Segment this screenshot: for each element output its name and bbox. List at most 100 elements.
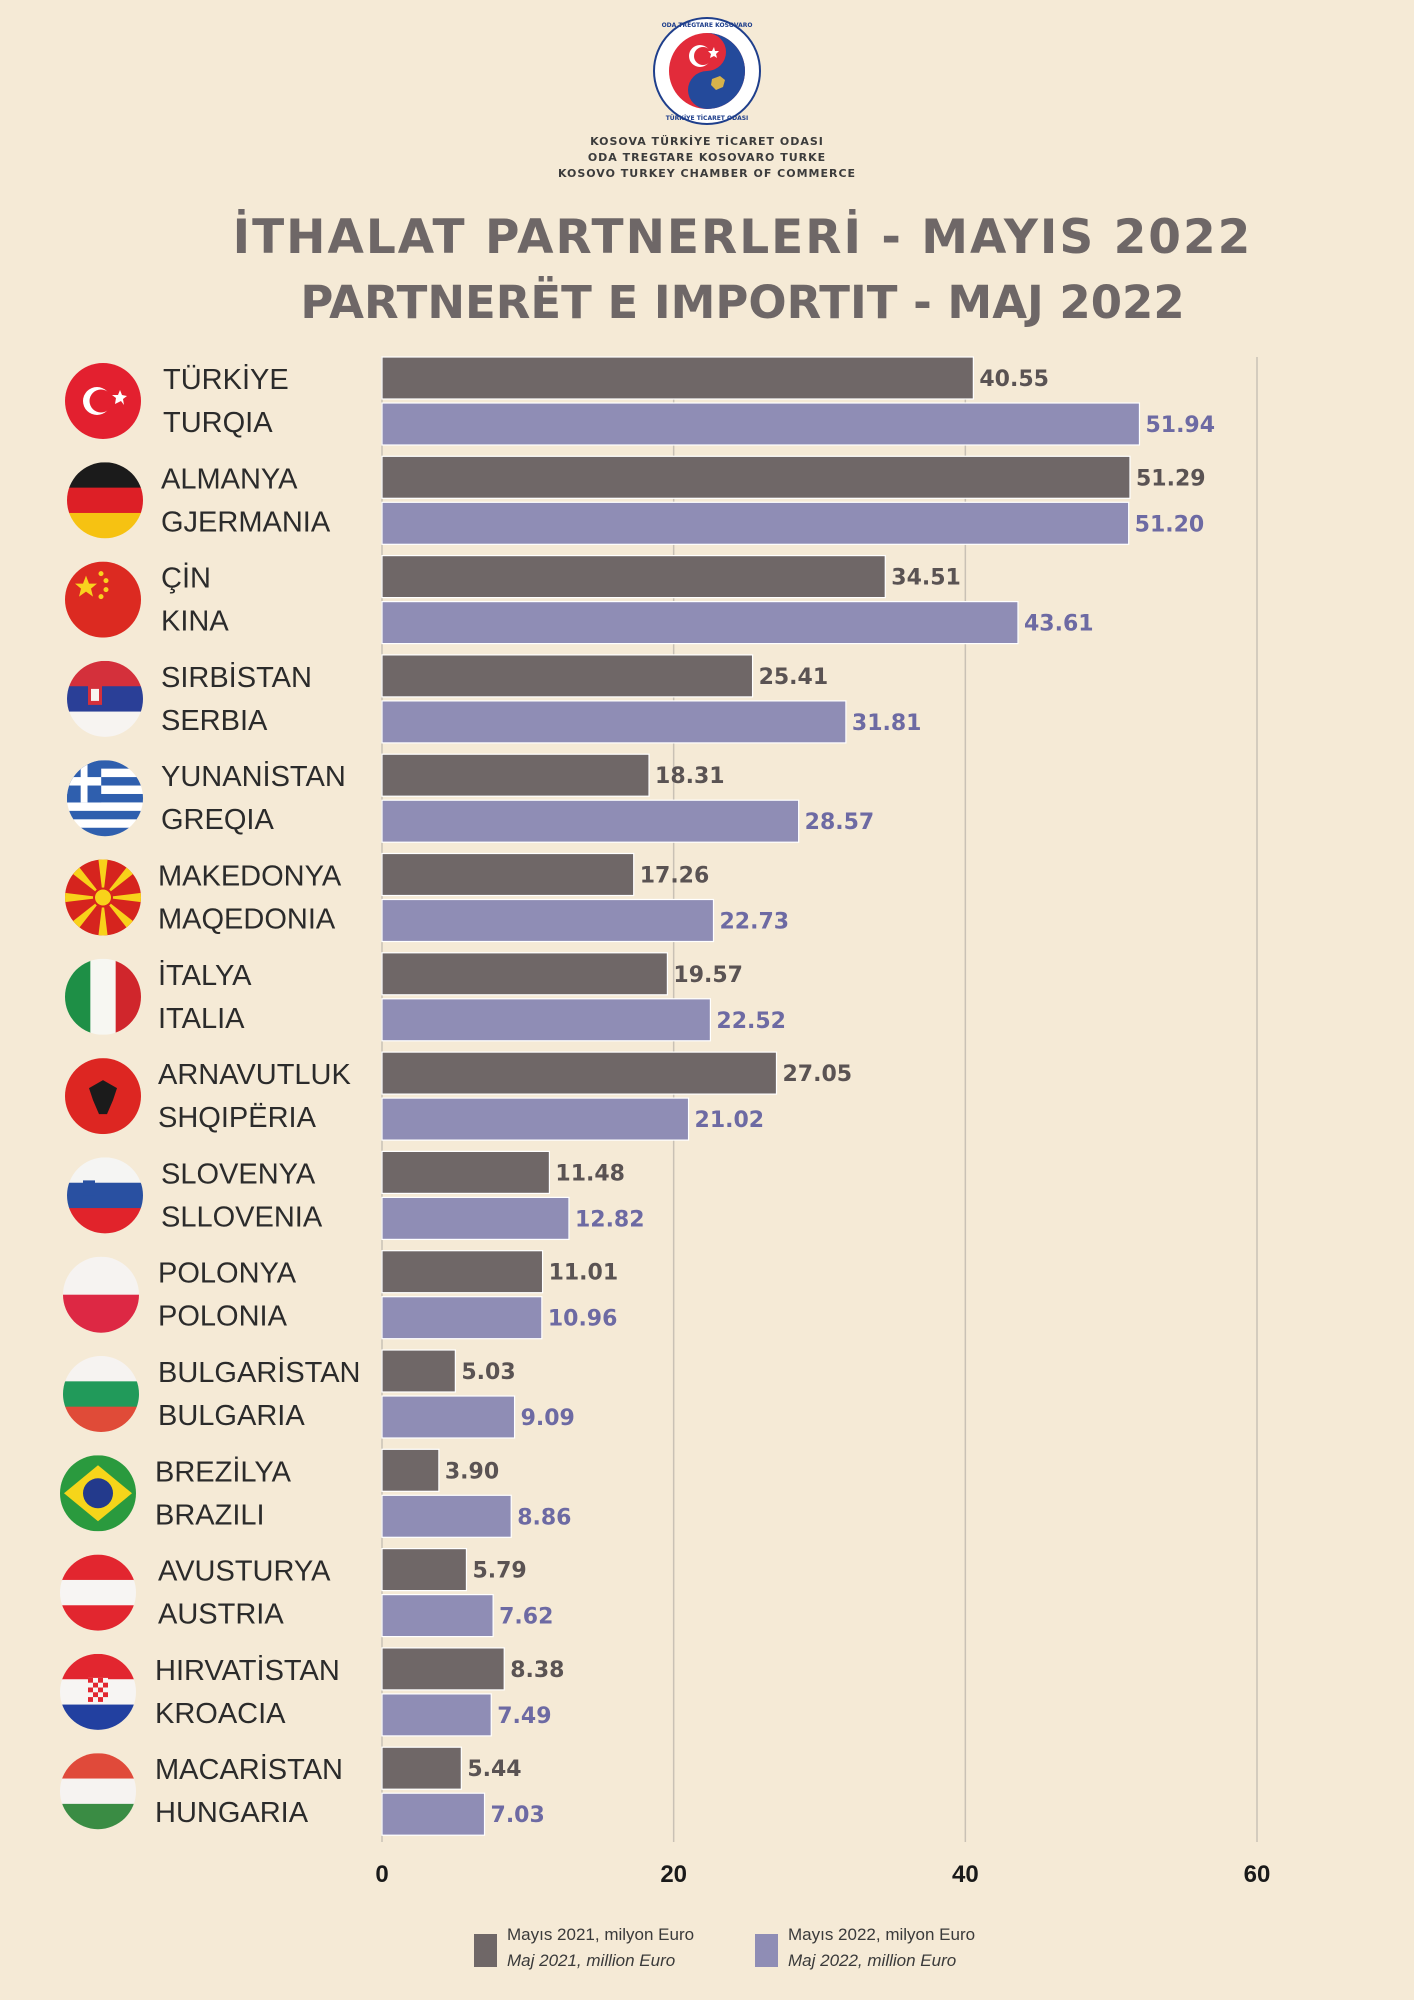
data-label-2022: 28.57 [805,810,875,835]
org-name-tr: KOSOVA TÜRKİYE TİCARET ODASI [590,135,824,148]
data-label-2022: 22.52 [716,1009,786,1034]
data-label-2021: 5.79 [472,1559,526,1584]
country-name-sq: KINA [161,606,229,638]
bar-2021 [381,1448,440,1492]
bar-2022 [381,1097,690,1141]
bar-2022 [381,700,847,744]
legend-swatch-2021 [474,1934,497,1967]
bar-2022 [381,1196,570,1241]
country-name-sq: SLLOVENIA [161,1201,323,1233]
data-label-2022: 7.62 [499,1605,553,1630]
org-name-en: KOSOVO TURKEY CHAMBER OF COMMERCE [557,167,857,180]
country-name-sq: MAQEDONIA [158,904,336,936]
data-label-2022: 51.20 [1135,512,1205,537]
bar-2021 [381,1746,462,1790]
data-label-2021: 3.90 [445,1459,499,1484]
bar-2021 [381,1150,551,1195]
country-name-sq: AUSTRIA [158,1599,284,1631]
country-name-sq: ITALIA [158,1003,245,1035]
serbia-flag-icon [67,660,143,737]
data-label-2021: 18.31 [655,764,725,789]
country-name-tr: BULGARİSTAN [158,1356,361,1389]
bar-2021 [381,356,974,400]
svg-text:ODA TREGTARE KOSOVARO: ODA TREGTARE KOSOVARO [662,22,753,29]
country-name-sq: GREQIA [161,804,274,836]
bar-2022 [381,898,715,943]
country-name-tr: AVUSTURYA [158,1556,331,1588]
bar-2022 [381,998,712,1042]
country-name-tr: SLOVENYA [161,1158,316,1190]
italy-flag-icon [65,958,141,1035]
bar-2021 [381,1051,778,1095]
x-tick-label: 0 [375,1861,388,1888]
brazil-flag-icon [60,1455,136,1532]
legend-item-2021: Mayıs 2021, milyon Euro Maj 2021, millio… [474,1922,694,1974]
chamber-logo-emblem: ODA TREGTARE KOSOVARO TÜRKİYE TİCARET OD… [653,17,761,125]
data-label-2021: 17.26 [640,864,710,889]
bar-2022 [381,1494,512,1538]
bar-2022 [381,1395,516,1439]
bar-2021 [381,952,668,996]
data-label-2021: 27.05 [782,1062,852,1087]
data-label-2022: 7.03 [491,1803,545,1828]
country-name-sq: POLONIA [158,1301,288,1333]
bar-2021 [381,753,650,797]
x-tick-label: 20 [660,1861,687,1888]
data-label-2022: 12.82 [575,1207,645,1232]
data-label-2022: 10.96 [548,1307,618,1332]
bar-2021 [381,654,754,698]
bar-2021 [381,1349,456,1393]
hungary-flag-icon [60,1753,136,1830]
bar-2021 [381,1547,468,1592]
data-label-2022: 43.61 [1024,612,1094,637]
data-label-2022: 21.02 [695,1108,765,1133]
chart-title-albanian: PARTNERËT E IMPORTIT - MAJ 2022 [300,276,1185,329]
country-name-tr: ARNAVUTLUK [158,1059,351,1091]
legend-item-2022: Mayıs 2022, milyon Euro Maj 2022, millio… [755,1922,975,1974]
data-label-2021: 5.03 [461,1360,515,1385]
import-partners-bar-chart: 0 20 40 60 TÜRKİYE TURQIA 40.55 51.94 ALMANYA GJE… [60,356,1271,1888]
legend-label-2022-sq: Maj 2022, million Euro [788,1951,957,1970]
country-name-sq: BRAZILI [155,1499,265,1531]
bar-2022 [381,1593,494,1638]
greece-flag-icon [67,760,143,837]
bar-2021 [381,1647,505,1691]
croatia-flag-icon [60,1653,136,1730]
data-label-2021: 11.01 [549,1261,619,1286]
country-name-sq: GJERMANIA [161,506,331,538]
country-name-sq: BULGARIA [158,1400,305,1432]
data-label-2022: 22.73 [719,910,789,935]
data-label-2022: 51.94 [1145,413,1215,438]
country-name-tr: YUNANİSTAN [161,760,346,793]
x-tick-label: 60 [1244,1861,1271,1888]
data-label-2021: 8.38 [510,1658,564,1683]
bar-2022 [381,402,1141,446]
data-label-2021: 11.48 [555,1161,625,1186]
country-name-sq: SHQIPËRIA [158,1102,317,1134]
bar-2022 [381,799,800,843]
bar-2021 [381,1250,544,1294]
bulgaria-flag-icon [63,1356,139,1432]
organization-names: KOSOVA TÜRKİYE TİCARET ODASI ODA TREGTAR… [0,134,1414,182]
org-name-sq: ODA TREGTARE KOSOVARO TURKE [587,151,827,164]
data-label-2021: 25.41 [759,665,829,690]
china-flag-icon [65,561,141,638]
albania-flag-icon [65,1058,141,1135]
austria-flag-icon [60,1554,136,1631]
slovenia-flag-icon [67,1157,143,1234]
country-name-tr: ALMANYA [161,463,298,495]
chamber-logo: ODA TREGTARE KOSOVARO TÜRKİYE TİCARET OD… [0,16,1414,126]
north-macedonia-flag-icon [65,859,141,936]
poland-flag-icon [63,1256,139,1333]
country-name-tr: HIRVATİSTAN [155,1654,340,1687]
data-label-2022: 8.86 [517,1505,571,1530]
country-name-sq: KROACIA [155,1698,286,1730]
bar-2022 [381,501,1130,545]
chart-legend: Mayıs 2021, milyon Euro Maj 2021, millio… [0,1922,1414,1982]
legend-label-2021-tr: Mayıs 2021, milyon Euro [507,1925,695,1944]
country-name-sq: HUNGARIA [155,1797,309,1829]
chart-title-turkish: İTHALAT PARTNERLERİ - MAYIS 2022 [232,210,1253,265]
country-name-sq: SERBIA [161,705,268,737]
country-name-tr: MAKEDONYA [158,861,342,893]
bar-2021 [381,554,886,599]
